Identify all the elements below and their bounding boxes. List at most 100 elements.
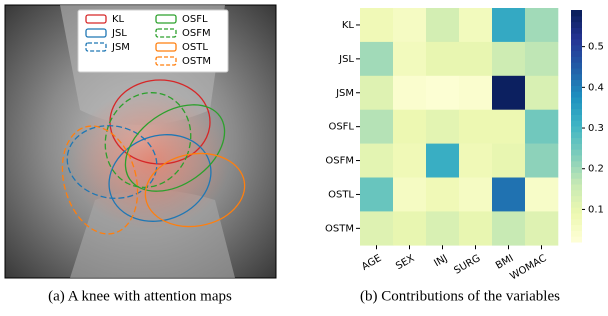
colorbar-segment xyxy=(571,155,582,161)
colorbar-segment xyxy=(571,74,582,80)
heatmap-cell xyxy=(426,211,459,245)
colorbar-segment xyxy=(571,132,582,138)
colorbar-segment xyxy=(571,225,582,231)
colorbar-segment xyxy=(571,68,582,74)
colorbar-segment xyxy=(571,230,582,236)
colorbar-segment xyxy=(571,103,582,109)
colorbar-segment xyxy=(571,126,582,132)
heatmap-cell xyxy=(492,144,525,178)
row-label: OSTM xyxy=(325,223,354,234)
figure: KL JSL JSM OSFL OSFM OSTL OSTM (a) A knee with… xyxy=(0,0,608,316)
heatmap-cell xyxy=(492,76,525,110)
colorbar-segment xyxy=(571,213,582,219)
colorbar-segment xyxy=(571,120,582,126)
heatmap-cell xyxy=(393,110,426,144)
heatmap-cell xyxy=(492,8,525,42)
heatmap-cell xyxy=(525,211,558,245)
heatmap-cell xyxy=(459,42,492,76)
heatmap-cell xyxy=(492,110,525,144)
heatmap-cell xyxy=(525,178,558,212)
heatmap-cell xyxy=(426,144,459,178)
heatmap-cell xyxy=(426,110,459,144)
colorbar-segment xyxy=(571,62,582,68)
caption: (a) A knee with attention maps xyxy=(48,288,232,304)
heatmap-cell xyxy=(360,8,393,42)
colorbar-segment xyxy=(571,172,582,178)
heatmap-cell xyxy=(492,178,525,212)
legend-label: KL xyxy=(112,14,125,25)
heatmap-cell xyxy=(393,211,426,245)
legend-label: JSL xyxy=(111,28,127,39)
row-label: OSFL xyxy=(328,122,354,133)
colorbar-segment xyxy=(571,45,582,51)
heatmap-cell xyxy=(459,8,492,42)
heatmap-cell xyxy=(360,42,393,76)
heatmap-cell xyxy=(393,76,426,110)
heatmap-cell xyxy=(360,144,393,178)
heatmap-cell xyxy=(393,42,426,76)
legend-label: JSM xyxy=(111,42,130,53)
colorbar-segment xyxy=(571,178,582,184)
heatmap-cell xyxy=(459,178,492,212)
heatmap-cell xyxy=(393,8,426,42)
heatmap-cell xyxy=(492,42,525,76)
colorbar-segment xyxy=(571,207,582,213)
colorbar-segment xyxy=(571,149,582,155)
colorbar-segment xyxy=(571,22,582,28)
heatmap-cell xyxy=(426,8,459,42)
colorbar-segment xyxy=(571,236,582,242)
legend-label: OSTL xyxy=(182,42,208,53)
heatmap-cell xyxy=(360,110,393,144)
colorbar-segment xyxy=(571,51,582,57)
column-label: AGE xyxy=(360,253,383,273)
row-label: OSFM xyxy=(325,156,354,167)
colorbar-segment xyxy=(571,39,582,45)
caption: (b) Contributions of the variables xyxy=(360,288,560,304)
row-label: OSTL xyxy=(328,189,354,200)
colorbar-segment xyxy=(571,16,582,22)
column-label: SURG xyxy=(452,253,482,277)
colorbar-label: 0.2 xyxy=(588,164,604,175)
heatmap-cell xyxy=(459,211,492,245)
colorbar-label: 0.5 xyxy=(588,42,604,53)
column-label: SEX xyxy=(394,253,417,272)
heatmap-cell xyxy=(525,42,558,76)
colorbar-segment xyxy=(571,161,582,167)
heatmap-cell xyxy=(459,144,492,178)
column-label: WOMAC xyxy=(508,253,548,283)
colorbar-segment xyxy=(571,114,582,120)
colorbar-segment xyxy=(571,201,582,207)
legend-label: OSFM xyxy=(182,28,211,39)
colorbar-segment xyxy=(571,56,582,62)
heatmap-cell xyxy=(492,211,525,245)
colorbar-label: 0.1 xyxy=(588,204,604,215)
row-label: JSL xyxy=(338,54,354,65)
heatmap-cell xyxy=(393,144,426,178)
heatmap-cell xyxy=(393,178,426,212)
colorbar-segment xyxy=(571,91,582,97)
colorbar-segment xyxy=(571,10,582,16)
row-label: KL xyxy=(342,20,355,31)
heatmap-cell xyxy=(459,110,492,144)
heatmap-cell xyxy=(360,211,393,245)
colorbar-segment xyxy=(571,143,582,149)
heatmap-cell xyxy=(426,76,459,110)
colorbar-segment xyxy=(571,80,582,86)
colorbar-segment xyxy=(571,190,582,196)
colorbar-segment xyxy=(571,97,582,103)
heatmap-cell xyxy=(360,178,393,212)
legend-label: OSFL xyxy=(182,14,208,25)
column-label: INJ xyxy=(432,253,449,269)
colorbar-segment xyxy=(571,219,582,225)
row-label: JSM xyxy=(335,88,354,99)
heatmap-cell xyxy=(525,76,558,110)
colorbar-segment xyxy=(571,138,582,144)
heatmap-cell xyxy=(525,8,558,42)
heatmap-cell xyxy=(459,76,492,110)
heatmap-cell xyxy=(426,178,459,212)
heatmap-cell xyxy=(525,144,558,178)
heatmap-cell xyxy=(426,42,459,76)
colorbar-segment xyxy=(571,109,582,115)
colorbar-segment xyxy=(571,196,582,202)
heatmap-cell xyxy=(525,110,558,144)
